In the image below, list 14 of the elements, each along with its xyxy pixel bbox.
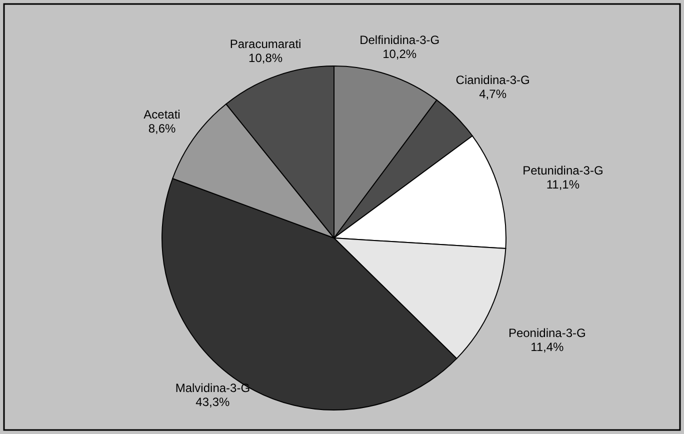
slice-label: Paracumarati	[230, 36, 302, 51]
slice-label: Peonidina-3-G	[508, 326, 586, 340]
data-label: 4,7%	[479, 86, 507, 101]
data-label: 11,1%	[546, 177, 580, 192]
slice-label: Acetati	[144, 107, 180, 122]
slice-label: Malvidina-3-G	[175, 381, 250, 395]
slice-label: Cianidina-3-G	[456, 72, 530, 87]
data-label: 10,8%	[248, 50, 283, 65]
slice-label: Delfinidina-3-G	[360, 33, 440, 48]
slice-label: Petunidina-3-G	[522, 163, 604, 178]
data-label: 43,3%	[196, 395, 230, 409]
data-label: 11,4%	[530, 340, 564, 354]
data-label: 8,6%	[148, 121, 176, 136]
data-label: 10,2%	[382, 47, 417, 62]
